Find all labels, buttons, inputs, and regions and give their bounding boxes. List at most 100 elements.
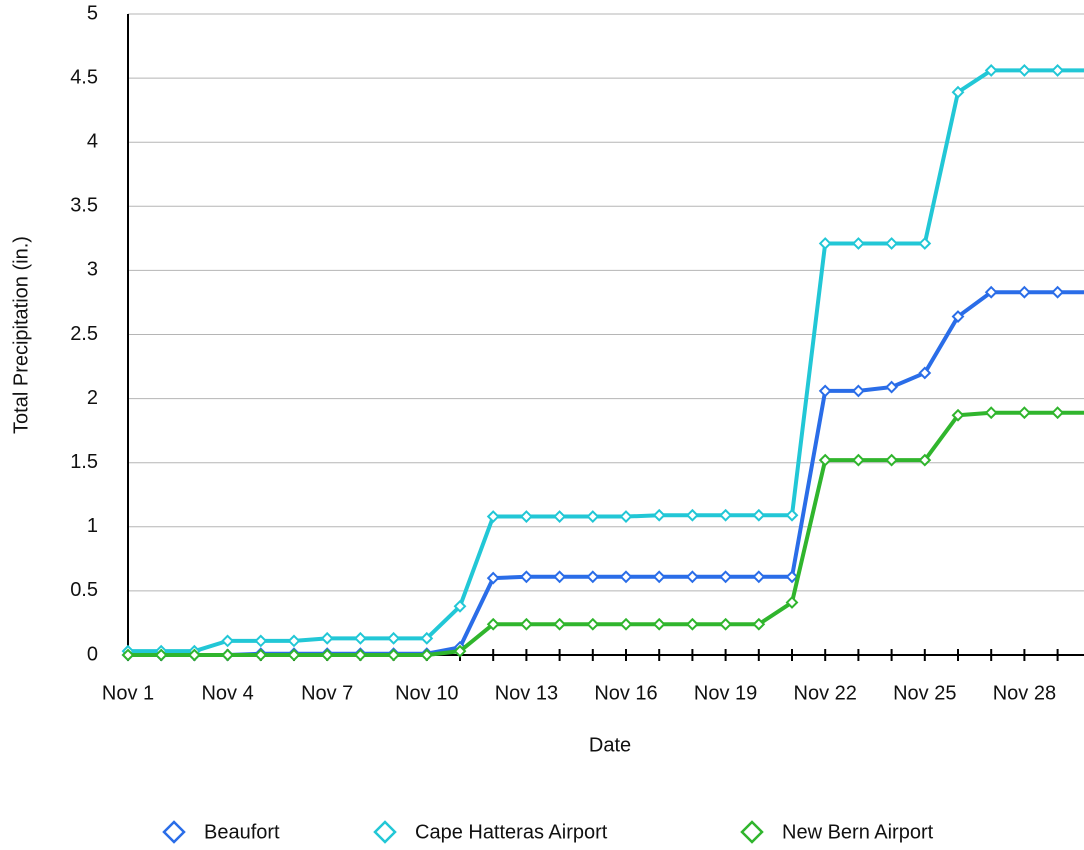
data-point [1017, 63, 1031, 77]
x-tick-label: Nov 1 [102, 682, 154, 704]
data-point [619, 617, 633, 631]
data-point [719, 570, 733, 584]
data-point [586, 510, 600, 523]
data-point [553, 617, 567, 631]
y-tick-label: 3.5 [70, 195, 98, 217]
data-point [818, 237, 832, 250]
data-point [519, 570, 533, 584]
x-tick-label: Nov 4 [201, 682, 253, 704]
data-point [719, 617, 733, 631]
y-tick-label: 4 [87, 130, 98, 152]
data-point [851, 237, 865, 250]
data-point [387, 631, 401, 645]
data-point [287, 634, 301, 648]
data-point [586, 617, 600, 631]
x-tick-label: Nov 22 [794, 682, 857, 704]
data-point [851, 384, 865, 398]
data-point [221, 634, 235, 648]
data-point [918, 453, 932, 467]
data-point [420, 631, 434, 645]
data-point [121, 648, 135, 662]
data-point [785, 570, 799, 584]
y-tick-label: 1 [87, 515, 98, 537]
data-point [353, 648, 367, 662]
data-point [486, 510, 500, 523]
data-point [685, 508, 699, 522]
data-point [685, 570, 699, 584]
y-tick-label: 2.5 [70, 323, 98, 345]
y-axis-title: Total Precipitation (in.) [10, 236, 32, 434]
data-point [984, 63, 998, 77]
data-point [652, 508, 666, 522]
legend-label: Cape Hatteras Airport [415, 821, 608, 843]
data-point [619, 510, 633, 523]
y-tick-label: 1.5 [70, 451, 98, 473]
data-point [553, 510, 567, 523]
data-point [818, 384, 832, 398]
data-point [1051, 63, 1065, 77]
data-point [586, 570, 600, 584]
data-point [752, 617, 766, 631]
y-tick-label: 0.5 [70, 579, 98, 601]
data-point [1017, 285, 1031, 299]
data-point [1051, 406, 1065, 420]
data-point [951, 310, 965, 323]
x-tick-label: Nov 28 [993, 682, 1056, 704]
data-point [885, 237, 899, 250]
data-point [851, 453, 865, 467]
legend-marker [373, 820, 397, 844]
data-point [387, 648, 401, 662]
data-point [818, 453, 832, 467]
y-tick-label: 2 [87, 387, 98, 409]
y-tick-label: 4.5 [70, 66, 98, 88]
legend-marker [162, 820, 186, 844]
data-point [785, 508, 799, 522]
data-point [719, 508, 733, 522]
x-tick-label: Nov 10 [395, 682, 458, 704]
legend-label: Beaufort [204, 821, 280, 843]
data-point [752, 508, 766, 522]
data-point [951, 85, 965, 99]
data-point [685, 617, 699, 631]
data-point [885, 453, 899, 467]
data-point [984, 406, 998, 420]
y-tick-label: 3 [87, 259, 98, 281]
x-tick-label: Nov 13 [495, 682, 558, 704]
data-point [652, 570, 666, 584]
data-point [785, 596, 799, 609]
data-point [420, 648, 434, 662]
data-point [187, 648, 201, 662]
data-point [918, 237, 932, 250]
series-line [128, 410, 1084, 657]
y-tick-label: 0 [87, 643, 98, 665]
data-point [553, 570, 567, 584]
data-point [453, 644, 467, 658]
data-point [519, 617, 533, 631]
series-line [128, 290, 1084, 657]
data-point [519, 510, 533, 523]
data-point [154, 648, 168, 662]
y-tick-label: 5 [87, 2, 98, 24]
data-point [652, 617, 666, 631]
data-point [918, 366, 932, 380]
legend-label: New Bern Airport [782, 821, 934, 843]
data-point [486, 571, 500, 585]
data-point [320, 631, 334, 645]
data-point [453, 599, 467, 613]
data-point [752, 570, 766, 584]
series-line [128, 68, 1084, 654]
data-point [221, 648, 235, 662]
x-tick-label: Nov 16 [594, 682, 657, 704]
x-tick-label: Nov 19 [694, 682, 757, 704]
data-point [1051, 285, 1065, 299]
x-tick-label: Nov 25 [893, 682, 956, 704]
data-point [254, 634, 268, 648]
data-point [353, 631, 367, 645]
legend-marker [740, 820, 764, 844]
data-point [951, 408, 965, 422]
x-tick-label: Nov 7 [301, 682, 353, 704]
data-point [254, 648, 268, 662]
data-point [885, 380, 899, 394]
